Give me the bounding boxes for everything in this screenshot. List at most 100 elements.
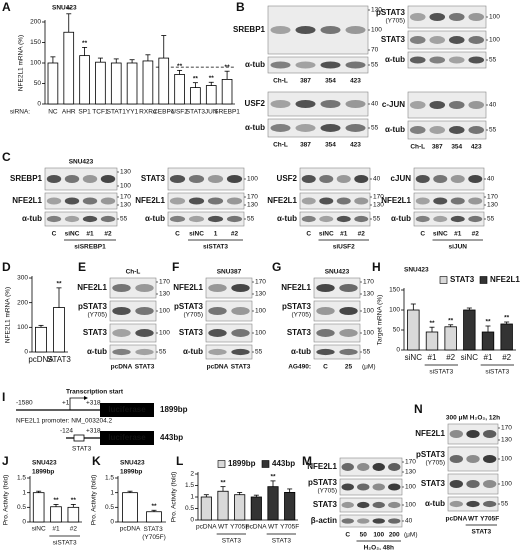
- band: [450, 215, 465, 223]
- row-label: SREBP1: [10, 174, 43, 183]
- band: [468, 56, 485, 64]
- y-tick-label: 300: [17, 275, 28, 282]
- mw-marker: 170: [247, 194, 258, 201]
- mw-marker: 170: [120, 194, 131, 201]
- bar: [267, 486, 279, 521]
- mw-marker: 55: [159, 349, 167, 356]
- band: [354, 215, 369, 223]
- band: [448, 13, 465, 21]
- y-tick-label: 0: [37, 101, 41, 108]
- legend-label: 443bp: [272, 459, 295, 468]
- blot-title: SNU423: [325, 269, 350, 276]
- row-label: α-tub: [87, 347, 107, 356]
- mw-marker: 130: [371, 7, 382, 14]
- row-label: β-actin: [311, 516, 337, 525]
- row-label: pSTAT3: [78, 302, 108, 311]
- band: [64, 197, 80, 205]
- band: [301, 197, 316, 205]
- band: [448, 101, 465, 109]
- x-tick-label: STAT3: [47, 355, 71, 364]
- band: [270, 124, 291, 132]
- band: [82, 215, 98, 223]
- x-tick-label: JUN: [205, 109, 218, 116]
- group-label: siSREBP1: [74, 244, 106, 251]
- band: [345, 61, 366, 69]
- band: [320, 26, 341, 34]
- y-axis-label: Pro. Activity (fold): [91, 475, 98, 526]
- row-sublabel: (Y705): [183, 312, 203, 319]
- row-sublabel: (Y705): [87, 312, 107, 319]
- x-axis-label: siRNA:: [10, 109, 30, 116]
- panel-letter: A: [2, 0, 11, 14]
- significance: **: [193, 75, 199, 82]
- band: [433, 175, 448, 183]
- x-tick-label: RXRα: [139, 109, 157, 116]
- row-label: USF2: [245, 99, 266, 108]
- band: [319, 197, 334, 205]
- mw-marker: 55: [373, 216, 381, 223]
- y-tick-label: 0: [22, 519, 26, 526]
- label: 1899bp: [160, 405, 188, 414]
- mw-marker: 100: [255, 308, 266, 315]
- y-tick-label: 200: [30, 19, 41, 26]
- x-tick-label: pcDNA: [120, 526, 141, 533]
- x-tick-label: siNC: [32, 526, 46, 533]
- panel-letter: H: [372, 260, 381, 274]
- blot-strip: [44, 192, 118, 210]
- mw-marker: 170: [405, 459, 416, 466]
- reporter-box: [100, 403, 154, 417]
- band: [466, 455, 480, 463]
- group-label: siUSF2: [333, 244, 355, 251]
- band: [409, 36, 426, 44]
- band: [448, 126, 465, 134]
- x-tick-label: USF2: [171, 109, 188, 116]
- band: [448, 56, 465, 64]
- band: [433, 215, 448, 223]
- band: [316, 284, 335, 292]
- y-tick-label: 0: [24, 349, 28, 356]
- row-sublabel: (Y705): [291, 312, 311, 319]
- mw-marker: 100: [405, 484, 416, 491]
- mw-marker: 100: [371, 27, 382, 34]
- lane-label: #2: [104, 231, 112, 238]
- lane-label: 354: [325, 142, 336, 149]
- cell-line: SNU423: [32, 460, 57, 467]
- band: [226, 175, 243, 183]
- row-label: α-tub: [291, 347, 311, 356]
- y-tick-label: 1: [22, 489, 26, 496]
- y-tick-label: 200: [17, 299, 28, 306]
- mw-marker: 55: [371, 62, 379, 69]
- blot-strip: [313, 277, 361, 299]
- lane-label: Ch-L: [273, 78, 288, 85]
- band: [336, 197, 351, 205]
- band: [207, 197, 224, 205]
- significance: **: [485, 319, 491, 326]
- band: [64, 175, 80, 183]
- mw-marker: 130: [120, 202, 131, 209]
- y-tick-label: 1.5: [105, 475, 114, 482]
- lane-label: siNC: [189, 231, 204, 238]
- mw-marker: 100: [501, 481, 512, 488]
- mw-marker: 55: [501, 501, 509, 508]
- mw-marker: 170: [159, 279, 170, 286]
- significance: **: [53, 497, 59, 504]
- blot-title: SNU423: [69, 159, 94, 166]
- bar: [425, 331, 439, 351]
- row-sublabel: (Y705): [317, 488, 337, 495]
- lane-label: #1: [86, 231, 94, 238]
- lane-label: pcDNA: [207, 364, 229, 371]
- lane-label: 423: [350, 78, 361, 85]
- label: -1580: [16, 400, 33, 407]
- band: [429, 36, 446, 44]
- band: [100, 175, 116, 183]
- band: [295, 124, 316, 132]
- x-tick-label: YY1: [126, 109, 139, 116]
- band: [320, 100, 341, 108]
- mw-marker: 130: [120, 169, 131, 176]
- mw-marker: 55: [247, 216, 255, 223]
- tss-arrow: [69, 397, 84, 410]
- lane-label: C: [420, 231, 425, 238]
- band: [429, 126, 446, 134]
- mw-marker: 40: [405, 518, 413, 525]
- x-tick-label: #1: [484, 353, 493, 362]
